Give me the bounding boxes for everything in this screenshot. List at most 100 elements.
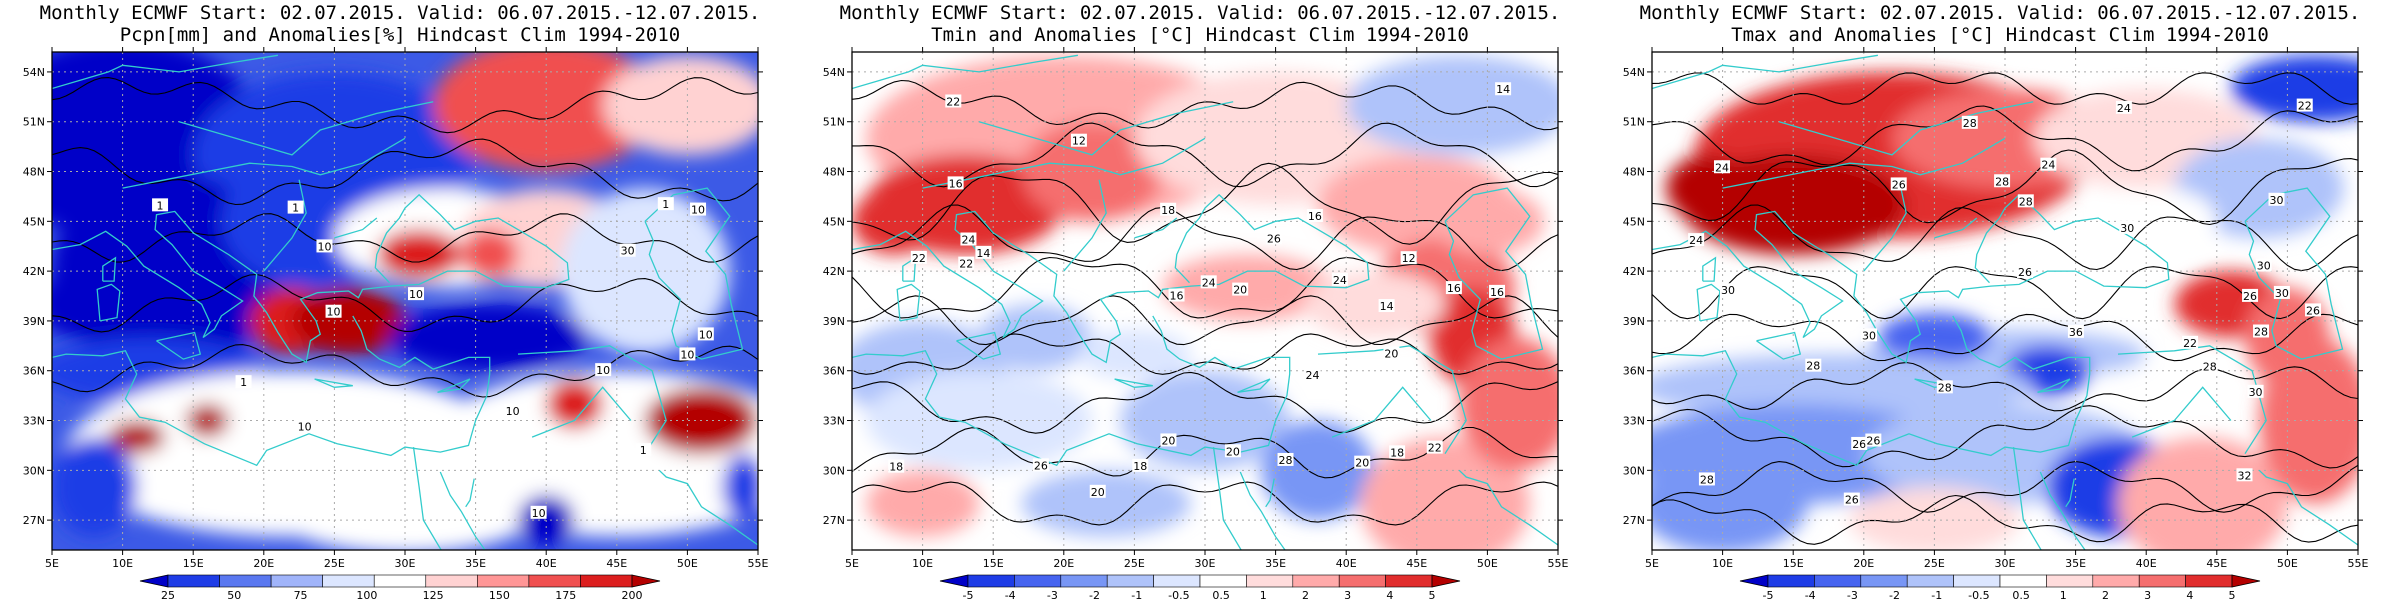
colorbar-swatch — [270, 574, 323, 588]
colorbar-extend-high — [631, 574, 661, 588]
anomaly-blob — [2117, 437, 2288, 550]
contour-label: 24 — [2041, 159, 2055, 172]
contour-label: 22 — [912, 252, 926, 265]
lat-label: 27N — [23, 514, 45, 527]
colorbar-label: 3 — [2144, 589, 2151, 600]
colorbar-swatch — [2092, 574, 2140, 588]
colorbar-swatch — [528, 574, 581, 588]
colorbar-swatch — [322, 574, 375, 588]
anomaly-blob — [433, 52, 660, 172]
colorbar-label: 200 — [622, 589, 643, 600]
contour-label: 28 — [1938, 381, 1952, 394]
colorbar-swatch — [1906, 574, 1954, 588]
map-canvas: 1616121816161418182214161220222426222420… — [823, 47, 1569, 600]
coastlines — [852, 54, 1558, 550]
coastline — [1934, 217, 1978, 239]
colorbar-label: -5 — [1763, 589, 1774, 600]
coastline — [1652, 315, 2091, 467]
contour-labels: 10 10 10 10 10 10 10 10 1 1 1 30 10 1 1 10 — [152, 197, 714, 520]
coastline — [1317, 345, 1467, 455]
coastline — [412, 447, 442, 550]
anomaly-blob — [1849, 486, 2020, 550]
contour-label: 24 — [961, 233, 975, 246]
contour-label-bg — [1383, 346, 1400, 360]
contour-label-bg — [690, 202, 707, 216]
lat-label: 27N — [1623, 514, 1645, 527]
contour-lines — [52, 77, 758, 398]
contour-label: 1 — [157, 199, 164, 212]
colorbar-label: 50 — [227, 589, 241, 600]
contour-line — [52, 273, 758, 333]
lat-label: 51N — [23, 116, 45, 129]
anomaly-blob — [263, 453, 547, 550]
contour-label-bg — [2017, 194, 2034, 208]
contour-label: 22 — [1428, 442, 1442, 455]
contour-label: 16 — [1170, 290, 1184, 303]
contour-label: 28 — [1995, 175, 2009, 188]
anomaly-blob — [376, 229, 462, 280]
lon-label: 15E — [983, 557, 1004, 570]
colorbar-swatch — [1153, 574, 1201, 588]
contour-label: 20 — [1355, 457, 1369, 470]
lon-label: 10E — [1712, 557, 1733, 570]
coastline — [922, 137, 1206, 189]
coastline — [1114, 378, 1153, 388]
colorbar-label: -0.5 — [1968, 589, 1989, 600]
colorbar-swatch — [1292, 574, 1340, 588]
anomaly-blob — [1877, 312, 1991, 363]
coastline — [1696, 283, 1721, 322]
coastline — [102, 256, 117, 282]
map-panel-tmax: Monthly ECMWF Start: 02.07.2015. Valid: … — [1600, 0, 2400, 600]
colorbar-label: 0.5 — [2012, 589, 2030, 600]
colorbar-label: 3 — [1344, 589, 1351, 600]
contour-label-bg — [2017, 265, 2034, 279]
contour-label-bg — [1168, 288, 1185, 302]
contour-label-bg — [1890, 177, 1907, 191]
contour-label-bg — [2201, 359, 2218, 373]
contour-line — [52, 138, 758, 206]
contour-label: 30 — [621, 245, 635, 258]
map-canvas: 10 10 10 10 10 10 10 10 1 1 1 30 10 1 1 10 54N 51N 48N 45N 4… — [23, 47, 769, 600]
colorbar-swatch — [967, 574, 1015, 588]
contour-label-bg — [1160, 433, 1177, 447]
lon-label: 40E — [536, 557, 557, 570]
colorbar-label: -4 — [1805, 589, 1816, 600]
contour-label: 10 — [409, 288, 423, 301]
contour-label-bg — [1378, 299, 1395, 313]
contour-label-bg — [1400, 251, 1417, 265]
lat-label: 30N — [823, 464, 845, 477]
contour-label-bg — [1994, 174, 2011, 188]
lat-label: 54N — [1623, 66, 1645, 79]
coastline — [896, 283, 921, 322]
coastline — [2012, 447, 2042, 550]
colorbar-extend-low — [1739, 574, 1769, 588]
lon-label: 20E — [1053, 557, 1074, 570]
lon-label: 50E — [1477, 557, 1498, 570]
contour-label: 10 — [317, 240, 331, 253]
contour-label-bg — [697, 327, 714, 341]
contour-label-bg — [2115, 100, 2132, 114]
contour-label: 26 — [1267, 232, 1281, 245]
contour-label-bg — [2255, 258, 2272, 272]
anomaly-blob — [1077, 329, 1191, 380]
contour-label-bg — [1495, 82, 1512, 96]
contour-label: 26 — [1845, 494, 1859, 507]
coastline — [52, 193, 570, 364]
lon-label: 55E — [1548, 557, 1569, 570]
contour-label-bg — [152, 198, 169, 212]
contour-label: 16 — [949, 177, 963, 190]
coastline — [1063, 179, 1107, 272]
coastline — [852, 193, 1370, 364]
contour-label: 20 — [1384, 348, 1398, 361]
contour-label: 24 — [1715, 161, 1729, 174]
coastline — [978, 101, 1234, 156]
colorbar-label: -3 — [1847, 589, 1858, 600]
contour-label: 30 — [2270, 194, 2284, 207]
contour-label: 22 — [2183, 337, 2197, 350]
contour-label-bg — [1865, 433, 1882, 447]
contour-label: 30 — [2275, 287, 2289, 300]
colorbar-label: 5 — [2229, 589, 2236, 600]
contour-label: 12 — [1072, 135, 1086, 148]
contour-label: 32 — [2237, 469, 2251, 482]
colorbar-swatch — [580, 574, 633, 588]
